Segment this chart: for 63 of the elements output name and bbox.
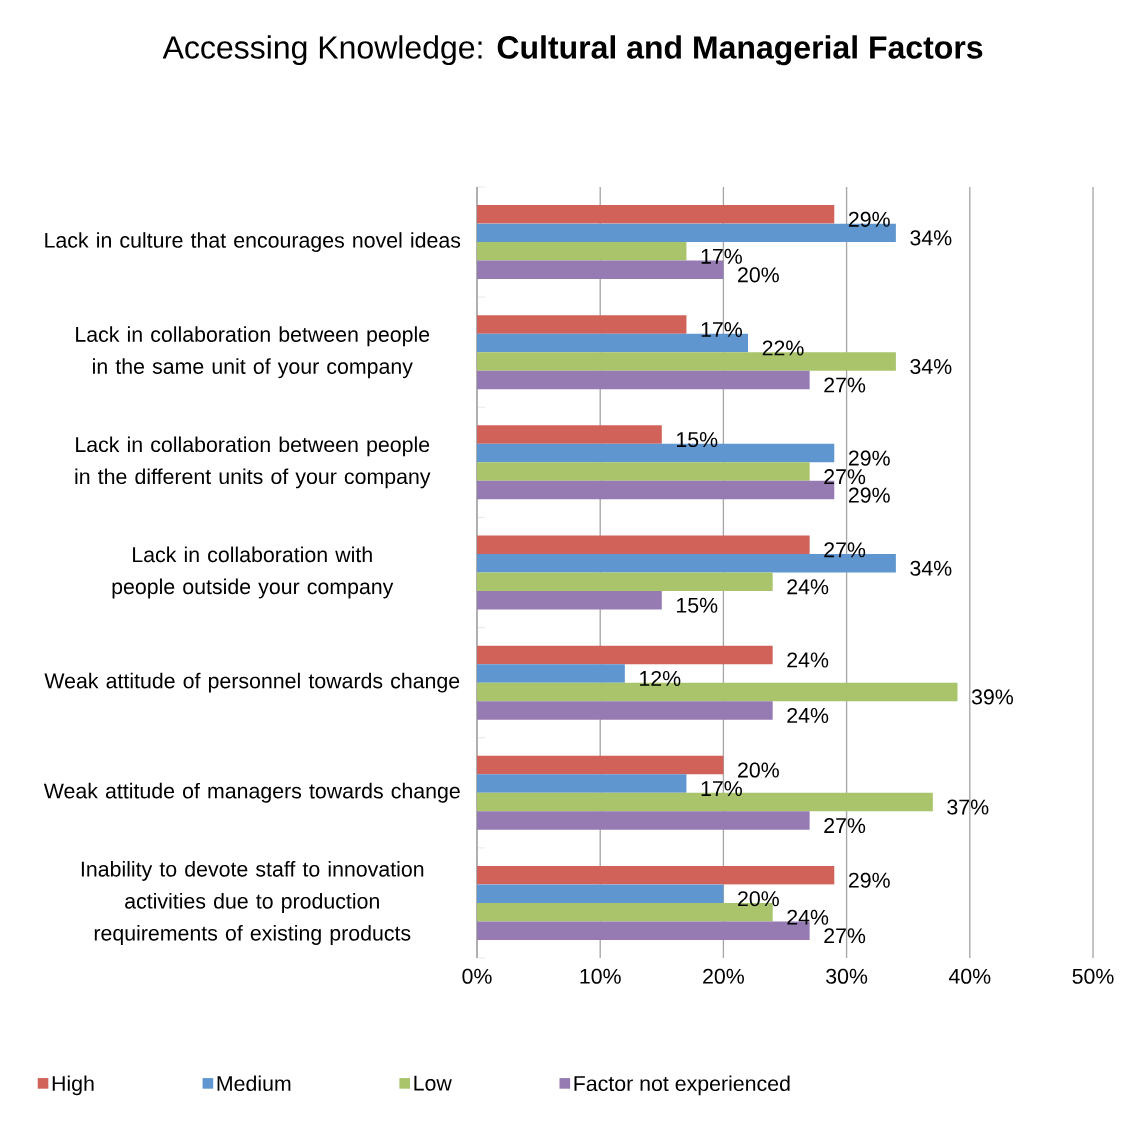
bar (477, 811, 810, 830)
data-label: 12% (640, 670, 681, 686)
data-label: 24% (787, 579, 829, 595)
data-label: 29% (848, 487, 890, 503)
bar (477, 242, 687, 261)
data-label: 27% (824, 377, 866, 393)
data-label: 27% (824, 469, 866, 485)
data-label: 39% (971, 689, 1014, 705)
y-tick-label: Weak attitude of managers towards change (43, 782, 460, 803)
data-label: 17% (701, 781, 742, 797)
x-tick-label: 20% (703, 968, 744, 984)
data-label: 27% (824, 542, 866, 558)
data-label: 34% (910, 560, 952, 576)
legend-label: Factor not experienced (574, 1075, 790, 1096)
data-label: 24% (787, 707, 829, 723)
y-tick-label: Lack in culture that encourages novel ideas (45, 232, 461, 253)
bar (477, 205, 835, 224)
bar (477, 591, 662, 610)
data-label: 20% (738, 891, 779, 907)
y-tick-label: Weak attitude of personnel towards change (44, 672, 460, 693)
bar (477, 315, 687, 334)
x-tick-label: 10% (580, 968, 621, 984)
data-label: 29% (848, 450, 890, 466)
bar (477, 755, 724, 775)
data-label: 24% (787, 652, 829, 668)
y-tick-label: Inability to devote staff to innovation activities due to production requirements of existing products (81, 861, 424, 945)
bar (477, 535, 810, 554)
bar (477, 572, 773, 592)
data-label: 17% (701, 322, 742, 337)
x-tick-label: 40% (948, 968, 991, 984)
data-label: 34% (910, 358, 952, 375)
x-tick-label: 0% (462, 968, 492, 984)
bar (477, 701, 773, 720)
data-label: 37% (947, 799, 989, 815)
bar (477, 645, 773, 665)
bar (477, 425, 662, 444)
data-label: 20% (738, 762, 779, 778)
data-label: 17% (701, 248, 742, 264)
data-label: 15% (677, 597, 718, 613)
data-label: 22% (762, 340, 804, 356)
data-label: 20% (738, 267, 779, 283)
data-label: 29% (848, 872, 890, 888)
chart-title: Accessing Knowledge: Cultural and Managerial Factors (162, 35, 983, 66)
data-label: 27% (824, 818, 866, 834)
bar (477, 664, 625, 683)
bar (477, 370, 810, 390)
data-label: 27% (824, 928, 866, 944)
bar (477, 865, 835, 885)
x-tick-label: 50% (1072, 968, 1114, 984)
legend-label: High (52, 1075, 94, 1096)
bar (477, 462, 810, 481)
bar (477, 774, 687, 793)
x-tick-label: 30% (826, 968, 868, 984)
y-tick-label: Lack in collaboration between people in the different units of your company (75, 436, 431, 489)
legend-label: Low (414, 1075, 452, 1091)
legend-label: Medium (217, 1075, 291, 1092)
data-label: 29% (848, 211, 890, 227)
y-tick-label: Lack in collaboration between people in the same unit of your company (76, 326, 430, 379)
data-label: 24% (787, 909, 829, 925)
data-label: 34% (910, 230, 952, 246)
bar (477, 884, 724, 903)
data-label: 15% (677, 432, 718, 448)
y-tick-label: Lack in collaboration with people outside your company (112, 546, 394, 599)
